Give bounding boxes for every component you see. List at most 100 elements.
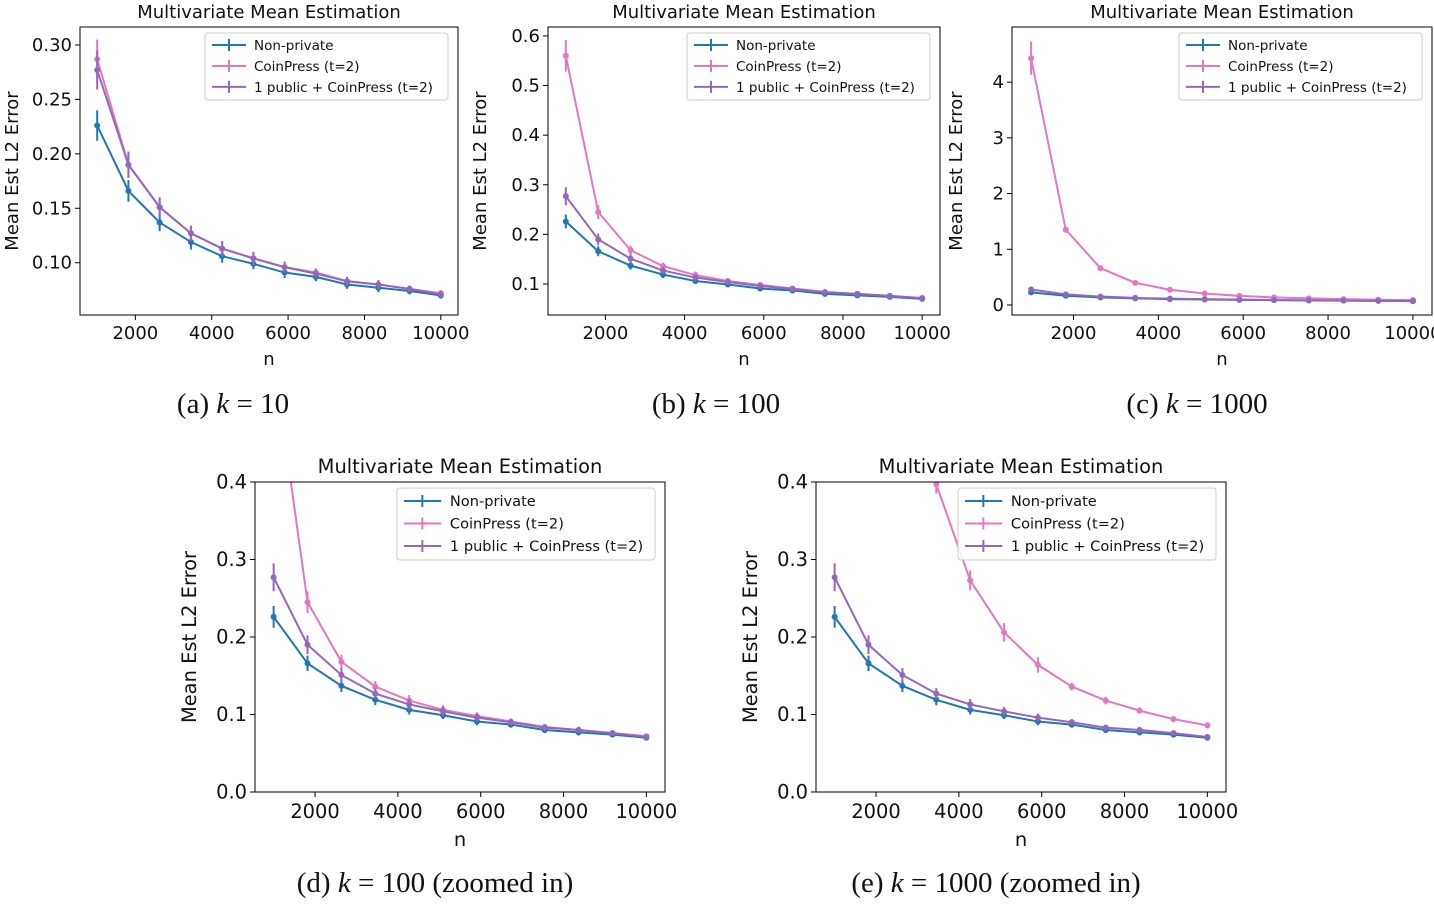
legend: Non-private CoinPress (t=2) 1 public + Coi… xyxy=(957,487,1217,561)
data-point xyxy=(1201,290,1208,297)
legend-label: Non-private xyxy=(450,493,536,510)
data-point xyxy=(562,193,569,200)
y-tick-label: 0.1 xyxy=(216,703,247,726)
legend-label: Non-private xyxy=(736,38,816,54)
series-line-2 xyxy=(272,576,647,738)
data-point xyxy=(562,52,569,59)
x-tick-label: 10000 xyxy=(1176,800,1238,823)
legend-label: Non-private xyxy=(1228,38,1308,54)
x-tick-label: 4000 xyxy=(662,323,708,344)
data-point xyxy=(338,671,345,678)
legend-box xyxy=(957,487,1217,561)
legend-label: CoinPress (t=2) xyxy=(1228,59,1334,75)
data-point xyxy=(899,278,905,284)
series-group xyxy=(1028,41,1416,305)
data-point xyxy=(1097,293,1104,300)
data-point xyxy=(1132,294,1139,301)
data-point xyxy=(865,660,872,667)
legend-box xyxy=(686,32,931,101)
y-axis-label: Mean Est L2 Error xyxy=(470,91,491,251)
chart-title: Multivariate Mean Estimation xyxy=(879,455,1164,478)
y-tick-label: 0.3 xyxy=(216,548,247,571)
legend-label: CoinPress (t=2) xyxy=(736,59,842,75)
x-tick-label: 6000 xyxy=(456,800,505,823)
legend-box xyxy=(396,487,656,561)
legend: Non-private CoinPress (t=2) 1 public + Coi… xyxy=(396,487,656,561)
y-tick-label: 2 xyxy=(993,184,1004,205)
y-tick-label: 0.25 xyxy=(32,89,72,110)
series-line-2 xyxy=(1030,288,1413,303)
data-point xyxy=(1340,297,1347,304)
legend-label: 1 public + CoinPress (t=2) xyxy=(254,80,433,96)
series-group xyxy=(270,482,650,741)
data-point xyxy=(575,727,582,733)
data-point xyxy=(627,262,634,269)
data-point xyxy=(219,245,226,252)
data-point xyxy=(919,295,926,302)
y-tick-label: 0.0 xyxy=(777,780,808,803)
y-tick-label: 0.4 xyxy=(511,125,540,146)
data-point xyxy=(372,683,379,690)
data-point xyxy=(831,613,838,620)
data-point xyxy=(1001,708,1008,715)
data-point xyxy=(338,658,345,665)
data-point xyxy=(312,270,319,277)
axes-frame xyxy=(1011,26,1433,316)
x-tick-label: 10000 xyxy=(1384,323,1434,344)
legend-box xyxy=(1178,32,1423,101)
data-point xyxy=(1271,296,1278,303)
data-point xyxy=(304,660,311,667)
legend-label: 1 public + CoinPress (t=2) xyxy=(1228,80,1407,96)
x-axis-label: n xyxy=(454,828,466,851)
y-axis-label: Mean Est L2 Error xyxy=(2,91,23,251)
x-tick-label: 8000 xyxy=(539,800,588,823)
x-tick-label: 8000 xyxy=(1305,323,1351,344)
series-line-1 xyxy=(934,482,1208,727)
data-point xyxy=(375,281,382,288)
x-tick-label: 2000 xyxy=(290,800,339,823)
y-tick-label: 0.20 xyxy=(32,144,72,165)
x-tick-label: 6000 xyxy=(741,323,787,344)
x-tick-label: 4000 xyxy=(373,800,422,823)
data-point xyxy=(1204,733,1211,740)
caption-variable: k xyxy=(890,867,904,899)
data-point xyxy=(1102,697,1109,704)
subplot-e: Multivariate Mean Estimation 2000 4000 6000… xyxy=(739,278,1238,851)
subplot-c: Multivariate Mean Estimation 2000 4000 6000… xyxy=(946,2,1434,370)
x-tick-label: 10000 xyxy=(412,323,469,344)
data-point xyxy=(1132,279,1139,286)
legend: Non-private CoinPress (t=2) 1 public + Coi… xyxy=(686,32,931,101)
data-point xyxy=(156,204,163,211)
legend-label: Non-private xyxy=(254,38,334,54)
caption-variable: k xyxy=(216,388,230,420)
x-tick-label: 4000 xyxy=(1135,323,1181,344)
series-line-0 xyxy=(565,220,923,300)
caption-variable: k xyxy=(1165,388,1179,420)
data-point xyxy=(789,285,796,292)
data-point xyxy=(94,122,101,129)
data-point xyxy=(250,255,257,262)
legend: Non-private CoinPress (t=2) 1 public + Coi… xyxy=(204,32,449,101)
data-point xyxy=(1136,727,1143,733)
x-tick-label: 10000 xyxy=(615,800,677,823)
data-point xyxy=(831,574,838,581)
data-point xyxy=(1062,226,1069,233)
data-point xyxy=(281,264,288,271)
data-point xyxy=(899,671,906,678)
data-point xyxy=(660,267,667,274)
data-point xyxy=(440,708,447,715)
series-line-2 xyxy=(565,195,923,300)
caption-variable: k xyxy=(692,388,706,420)
data-point xyxy=(627,247,634,254)
data-point xyxy=(1062,291,1069,298)
y-tick-label: 0.1 xyxy=(777,703,808,726)
data-point xyxy=(1028,286,1035,293)
y-tick-label: 0.4 xyxy=(216,470,247,493)
data-point xyxy=(1204,722,1211,729)
series-line-0 xyxy=(272,616,647,739)
y-tick-label: 0.3 xyxy=(511,175,540,196)
series-line-2 xyxy=(96,69,441,296)
data-point xyxy=(1001,629,1008,636)
y-tick-label: 0.3 xyxy=(777,548,808,571)
